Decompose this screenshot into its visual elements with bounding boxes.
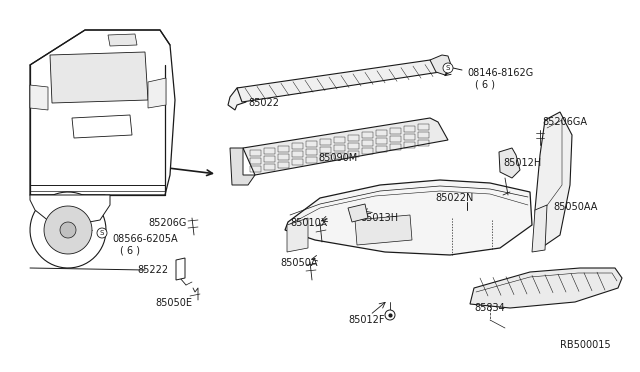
Text: 85090M: 85090M — [318, 153, 357, 163]
Text: 85010X: 85010X — [290, 218, 328, 228]
Text: 85050E: 85050E — [155, 298, 192, 308]
Polygon shape — [30, 85, 48, 110]
Bar — [250, 158, 261, 164]
Bar — [278, 145, 289, 152]
Bar — [320, 139, 331, 145]
Polygon shape — [230, 148, 255, 185]
Bar — [404, 126, 415, 132]
Bar — [306, 157, 317, 163]
Polygon shape — [60, 222, 76, 238]
Bar — [264, 148, 275, 154]
Bar — [264, 156, 275, 162]
Bar — [334, 153, 345, 159]
Bar — [348, 151, 359, 157]
Polygon shape — [30, 192, 106, 268]
Polygon shape — [148, 78, 166, 108]
Bar — [278, 154, 289, 160]
Bar — [264, 164, 275, 170]
Polygon shape — [108, 34, 137, 46]
Bar — [334, 137, 345, 143]
Text: 85022N: 85022N — [435, 193, 474, 203]
Bar — [376, 138, 387, 144]
Text: ( 6 ): ( 6 ) — [120, 245, 140, 255]
Bar — [250, 166, 261, 172]
Polygon shape — [228, 88, 248, 110]
Bar — [362, 132, 373, 138]
Polygon shape — [30, 195, 110, 226]
Text: RB500015: RB500015 — [560, 340, 611, 350]
Text: 85050A: 85050A — [280, 258, 317, 268]
Bar — [320, 147, 331, 153]
Text: ( 6 ): ( 6 ) — [475, 79, 495, 89]
Polygon shape — [287, 218, 308, 252]
Bar — [390, 144, 401, 150]
Polygon shape — [430, 55, 452, 75]
Text: 08146-8162G: 08146-8162G — [467, 68, 533, 78]
Text: 85013H: 85013H — [360, 213, 398, 223]
Polygon shape — [243, 118, 448, 175]
Bar — [418, 124, 429, 129]
Polygon shape — [237, 60, 440, 102]
Bar — [292, 159, 303, 166]
Bar — [362, 148, 373, 154]
Bar — [404, 142, 415, 148]
Polygon shape — [355, 215, 412, 245]
Bar — [418, 132, 429, 138]
Text: 85222: 85222 — [137, 265, 168, 275]
Bar — [320, 155, 331, 161]
Bar — [292, 151, 303, 157]
Bar — [334, 145, 345, 151]
Polygon shape — [532, 205, 547, 252]
Polygon shape — [50, 52, 148, 103]
Circle shape — [443, 63, 453, 73]
Polygon shape — [30, 30, 175, 195]
Text: 85050AA: 85050AA — [553, 202, 597, 212]
Bar — [306, 149, 317, 155]
Bar — [348, 142, 359, 148]
Bar — [376, 130, 387, 136]
Polygon shape — [176, 258, 185, 280]
Polygon shape — [535, 112, 572, 250]
Text: 85012H: 85012H — [503, 158, 541, 168]
Bar — [348, 135, 359, 141]
Bar — [292, 143, 303, 150]
Circle shape — [97, 228, 107, 238]
Bar — [390, 136, 401, 142]
Text: 85834: 85834 — [474, 303, 505, 313]
Text: S: S — [100, 230, 104, 236]
Text: 85022: 85022 — [248, 98, 279, 108]
Bar — [404, 134, 415, 140]
Bar — [418, 140, 429, 145]
Polygon shape — [30, 195, 105, 215]
Text: 85012F: 85012F — [348, 315, 385, 325]
Polygon shape — [44, 206, 92, 254]
Polygon shape — [470, 268, 622, 308]
Bar — [278, 161, 289, 168]
Text: 85206G: 85206G — [148, 218, 186, 228]
Circle shape — [385, 310, 395, 320]
Text: S: S — [446, 65, 450, 71]
Bar — [390, 128, 401, 134]
Polygon shape — [499, 148, 520, 178]
Polygon shape — [348, 204, 368, 222]
Text: 85206GA: 85206GA — [542, 117, 587, 127]
Bar — [376, 146, 387, 152]
Polygon shape — [285, 180, 532, 255]
Bar — [250, 150, 261, 156]
Polygon shape — [72, 115, 132, 138]
Text: 08566-6205A: 08566-6205A — [112, 234, 178, 244]
Bar — [362, 140, 373, 147]
Bar — [306, 141, 317, 147]
